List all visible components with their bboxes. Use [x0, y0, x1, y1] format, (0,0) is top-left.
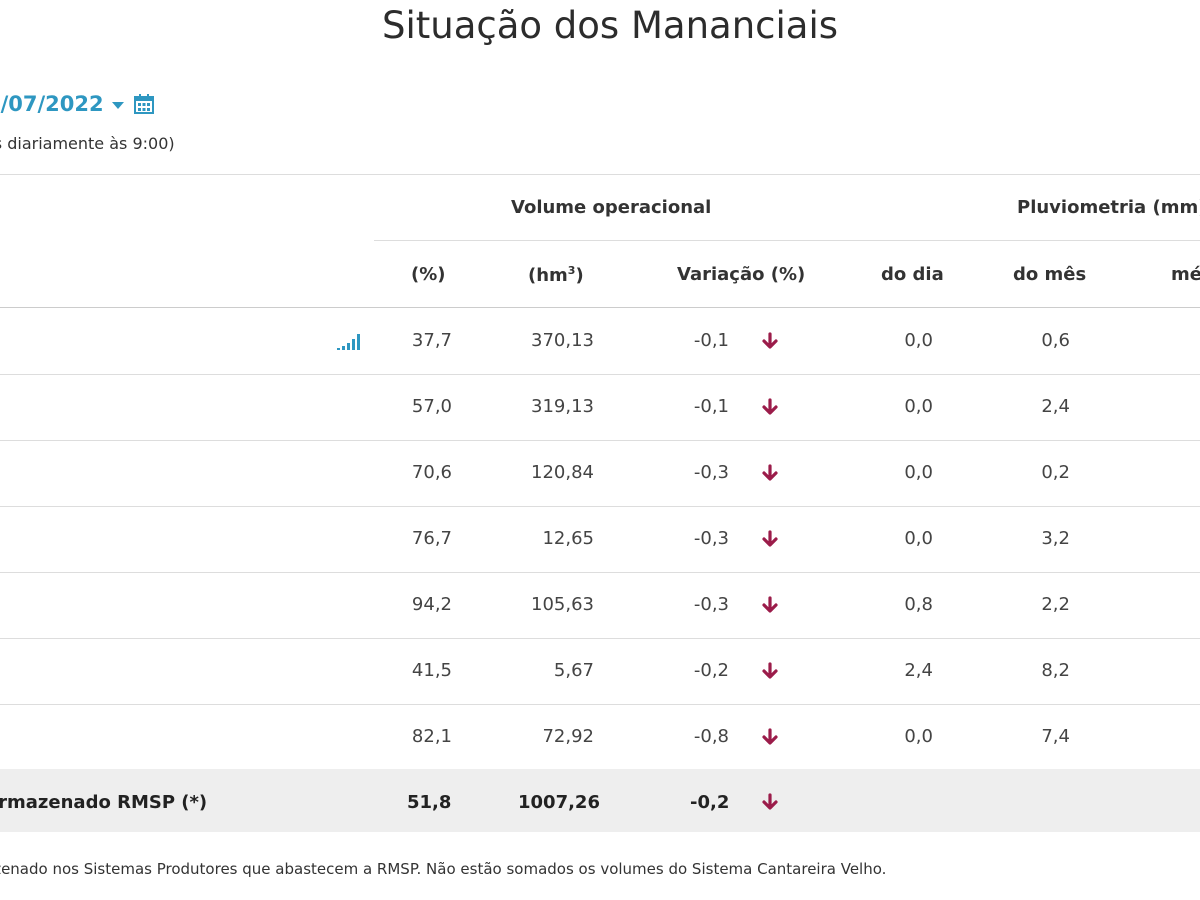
cell-do-dia: 0,0	[904, 396, 933, 417]
arrow-down-icon	[762, 464, 778, 481]
cell-do-mes: 7,4	[1041, 726, 1070, 747]
header-pluviometria: Pluviometria (mm)	[1017, 197, 1200, 218]
cell-do-mes: 8,2	[1041, 660, 1070, 681]
cell-var: -0,3	[693, 462, 729, 483]
arrow-down-icon	[762, 728, 778, 745]
calendar-icon[interactable]	[133, 94, 154, 114]
header-hm3: (hm3)	[528, 264, 584, 286]
header-do-dia: do dia	[881, 264, 944, 285]
cell-hm3: 319,13	[531, 396, 594, 417]
cell-hm3: 105,63	[531, 594, 594, 615]
cell-var: -0,3	[693, 594, 729, 615]
cell-pct: 70,6	[411, 462, 452, 483]
cell-hm3: 370,13	[531, 330, 594, 351]
cell-do-dia: 0,8	[904, 594, 933, 615]
table-top-border	[0, 174, 1200, 175]
cell-var: -0,1	[693, 330, 729, 351]
arrow-down-icon	[762, 596, 778, 613]
cell-hm3: 12,65	[542, 528, 594, 549]
total-label: armazenado RMSP (*)	[0, 792, 208, 813]
cell-var: -0,8	[693, 726, 729, 747]
cell-do-mes: 0,2	[1041, 462, 1070, 483]
arrow-down-icon	[762, 662, 778, 679]
row-divider	[0, 572, 1200, 573]
total-row	[0, 769, 1200, 832]
total-pct: 51,8	[407, 792, 452, 813]
cell-hm3: 120,84	[531, 462, 594, 483]
row-divider	[0, 704, 1200, 705]
cell-var: -0,2	[693, 660, 729, 681]
row-divider	[0, 506, 1200, 507]
cell-do-dia: 2,4	[904, 660, 933, 681]
header-variacao: Variação (%)	[677, 264, 806, 285]
footnote: azenado nos Sistemas Produtores que abas…	[0, 860, 887, 878]
arrow-down-icon	[762, 530, 778, 547]
cell-pct: 37,7	[411, 330, 452, 351]
cell-do-dia: 0,0	[904, 330, 933, 351]
cell-pct: 41,5	[411, 660, 452, 681]
cell-var: -0,1	[693, 396, 729, 417]
total-hm3: 1007,26	[518, 792, 600, 813]
caret-down-icon[interactable]	[111, 101, 124, 109]
cell-pct: 57,0	[411, 396, 452, 417]
header-pct: (%)	[411, 264, 446, 285]
cell-pct: 82,1	[411, 726, 452, 747]
arrow-down-icon	[762, 793, 778, 810]
header-bottom-border	[0, 307, 1200, 308]
row-divider	[0, 374, 1200, 375]
cell-do-dia: 0,0	[904, 726, 933, 747]
row-divider	[0, 638, 1200, 639]
page-title: Situação dos Mananciais	[382, 4, 838, 47]
cell-do-mes: 2,2	[1041, 594, 1070, 615]
arrow-down-icon	[762, 332, 778, 349]
row-divider	[0, 440, 1200, 441]
header-do-mes: do mês	[1013, 264, 1087, 285]
header-media: mé	[1171, 264, 1200, 285]
header-divider	[374, 240, 1200, 241]
cell-do-mes: 2,4	[1041, 396, 1070, 417]
cell-do-mes: 3,2	[1041, 528, 1070, 549]
cell-do-dia: 0,0	[904, 528, 933, 549]
cell-hm3: 72,92	[542, 726, 594, 747]
update-note: os diariamente às 9:00)	[0, 134, 175, 153]
cell-pct: 76,7	[411, 528, 452, 549]
cell-do-dia: 0,0	[904, 462, 933, 483]
date-value[interactable]: 3/07/2022	[0, 92, 104, 116]
date-selector[interactable]: 3/07/2022	[0, 92, 154, 116]
cell-hm3: 5,67	[553, 660, 594, 681]
cell-do-mes: 0,6	[1041, 330, 1070, 351]
total-var: -0,2	[690, 792, 730, 813]
cell-var: -0,3	[693, 528, 729, 549]
header-volume-operacional: Volume operacional	[511, 197, 712, 218]
bar-chart-icon[interactable]	[336, 333, 360, 351]
arrow-down-icon	[762, 398, 778, 415]
cell-pct: 94,2	[411, 594, 452, 615]
